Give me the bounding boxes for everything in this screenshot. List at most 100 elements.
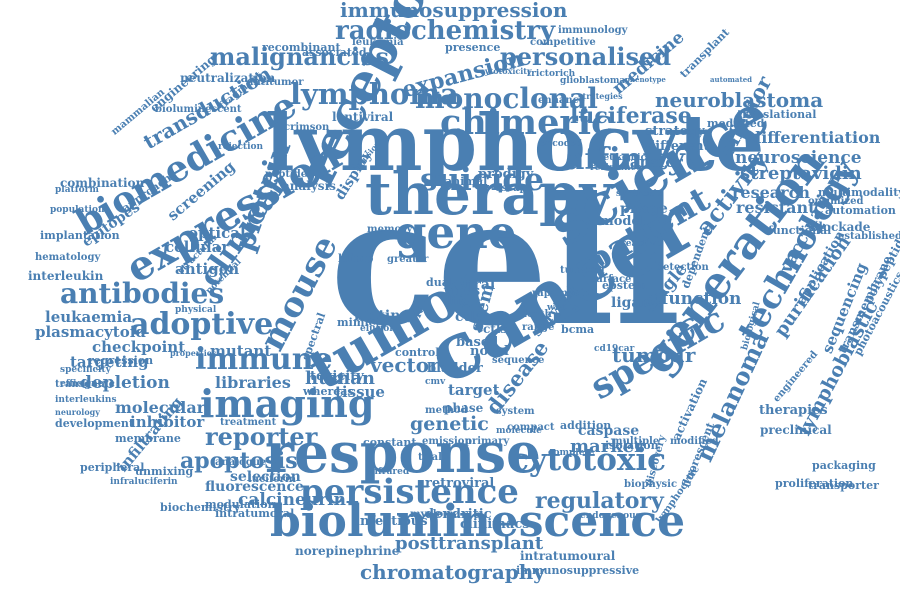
- word-phage: phage: [620, 201, 668, 217]
- word-greater: greater: [387, 254, 429, 265]
- word-automation: automation: [825, 204, 896, 217]
- word-complete: complete: [548, 448, 595, 458]
- word-luciferase: luciferase: [570, 103, 692, 129]
- word-translational: translational: [737, 108, 817, 121]
- word-marker: marker: [570, 436, 644, 457]
- word-reactive: reactive: [621, 239, 662, 249]
- word-suicide: suicide: [420, 162, 544, 198]
- word-streptavidin: streptavidin: [740, 163, 862, 184]
- word-strategies: strategies: [578, 91, 623, 101]
- word-efficiency: efficiency: [60, 379, 109, 389]
- word-selection: selection: [230, 469, 301, 485]
- word-resistance: resistance: [590, 163, 642, 173]
- word-membrane: membrane: [115, 432, 181, 445]
- word-trial: trial: [418, 452, 442, 463]
- word-human: human: [305, 368, 375, 389]
- word-presence: presence: [445, 41, 501, 54]
- word-infraluciferin: infraluciferin: [110, 477, 178, 487]
- word-neutralization: neutralization: [180, 71, 276, 85]
- word-control: control: [395, 346, 440, 359]
- word-death: death: [520, 309, 552, 320]
- word-neuroblastoma: neuroblastoma: [655, 88, 824, 112]
- word-ctls: ctls: [483, 322, 508, 336]
- word-monoclonal: monoclonal: [415, 82, 598, 115]
- word-antigen: antigen: [175, 260, 240, 278]
- word-combination: combination: [60, 176, 145, 190]
- word-norepinephrine: norepinephrine: [295, 544, 400, 558]
- word-competitive: competitive: [530, 37, 596, 48]
- word-blimp: blimp: [338, 252, 374, 265]
- word-viral: viral: [460, 277, 496, 293]
- word-research: research: [732, 183, 810, 202]
- word-emission: emission: [422, 436, 472, 447]
- word-specificity: specificity: [60, 365, 111, 375]
- word-inhibitor: inhibitor: [130, 413, 205, 431]
- word-memory: memory: [367, 224, 413, 235]
- word-population: population: [50, 205, 105, 215]
- word-encoded: encoded: [540, 139, 583, 149]
- word-cmv: cmv: [425, 377, 446, 387]
- word-properties: properties: [170, 348, 217, 358]
- word-implantation: implantation: [40, 229, 120, 242]
- word-chromatography: chromatography: [360, 560, 545, 584]
- word-chimeric: chimeric: [440, 102, 613, 143]
- word-blockade: blockade: [810, 220, 871, 234]
- word-targeting: targeting: [70, 353, 149, 371]
- word-reporter: reporter: [205, 422, 318, 451]
- word-cytotoxic: cytotoxic: [510, 442, 667, 478]
- word-based: based: [456, 335, 499, 350]
- word-bioluminescent: bioluminescent: [155, 104, 242, 115]
- word-therapy: therapy: [365, 160, 614, 228]
- word-adoptive: adoptive: [130, 307, 274, 342]
- word-infrared: infrared: [368, 467, 410, 477]
- word-tissue: tissue: [335, 383, 385, 401]
- word-checkpoint: checkpoint: [92, 338, 186, 356]
- word-molecule: molecule: [496, 426, 542, 436]
- word-interleukins: interleukins: [55, 395, 117, 405]
- word-mutant: mutant: [210, 342, 272, 360]
- word-apoptosis: apoptosis: [180, 448, 298, 474]
- word-proliferation: proliferation: [775, 477, 854, 490]
- word-glioblastoma: glioblastoma: [560, 76, 626, 86]
- word-rejection: rejection: [218, 142, 264, 152]
- word-antitumor: antitumor: [247, 77, 304, 88]
- word-system: system: [496, 406, 535, 417]
- word-isolation: isolation: [605, 439, 659, 452]
- word-transgenic: transgenic: [55, 379, 115, 390]
- word-plasmacytoid: plasmacytoid: [35, 323, 146, 341]
- word-whereas: whereas: [303, 385, 354, 398]
- word-leukemic: leukemic: [600, 153, 647, 163]
- word-immunosuppression: immunosuppression: [340, 0, 568, 22]
- word-bioluminescence: bioluminescence: [270, 496, 686, 547]
- word-escape: escape: [495, 183, 533, 194]
- word-hematology: hematology: [35, 252, 101, 263]
- word-tumour: tumour: [612, 343, 696, 367]
- word-prodigy: prodigy: [478, 167, 534, 182]
- word-transfer: transfer: [615, 153, 683, 171]
- word-peptide: peptide: [265, 169, 308, 180]
- word-fluorescence: fluorescence: [205, 479, 304, 495]
- word-phase: phase: [444, 401, 484, 415]
- word-lymphocyte: lymphocyte: [265, 98, 765, 189]
- word-endogenous: endogenous: [580, 511, 641, 521]
- word-elution: elution: [360, 324, 396, 334]
- word-modified: modified: [670, 436, 719, 447]
- word-whole: whole: [547, 303, 577, 313]
- word-malignancies: malignancies: [210, 42, 389, 71]
- word-physical: physical: [175, 305, 217, 315]
- word-immunosuppressive: immunosuppressive: [516, 564, 640, 577]
- word-regression: regression: [88, 354, 154, 367]
- word-interleukin: interleukin: [28, 269, 104, 283]
- word-preclinical: preclinical: [760, 423, 832, 437]
- word-range: range: [522, 322, 555, 333]
- word-animal: animal: [445, 175, 488, 188]
- word-addition: addition: [560, 419, 612, 432]
- word-life: life: [447, 294, 469, 308]
- word-clinimacs: clinimacs: [460, 517, 530, 532]
- word-development: development: [55, 417, 135, 430]
- word-toxicity: toxicity: [310, 369, 364, 384]
- word-intratumoural: intratumoural: [520, 549, 616, 563]
- word-therapies: therapies: [759, 403, 828, 418]
- word-optical: optical: [188, 224, 246, 242]
